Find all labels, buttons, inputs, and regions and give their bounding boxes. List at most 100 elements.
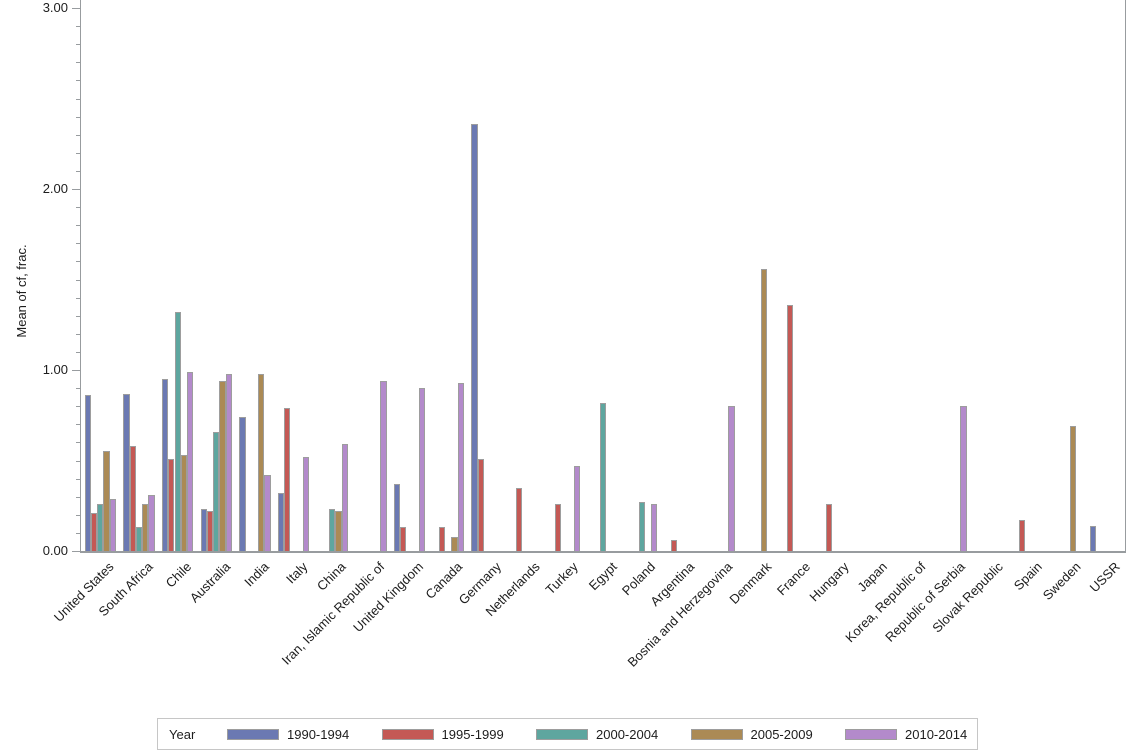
x-tick-label: United Kingdom (350, 559, 427, 636)
bar-2000-2004 (329, 509, 336, 551)
bar-2005-2009 (103, 451, 110, 551)
bar-2010-2014 (187, 371, 194, 551)
legend-item-label: 1990-1994 (287, 727, 350, 742)
y-minor-tick (76, 279, 80, 281)
bar-2005-2009 (1070, 426, 1077, 551)
bar-2010-2014 (341, 444, 349, 551)
bar-2005-2009 (258, 373, 265, 551)
legend-swatch-2010-2014 (845, 729, 897, 740)
bar-1995-1999 (477, 458, 484, 551)
bar-1995-1999 (670, 540, 678, 551)
bar-1995-1999 (516, 487, 523, 551)
x-tick-label: Egypt (585, 559, 620, 594)
bar-2010-2014 (225, 373, 233, 551)
bar-2010-2014 (109, 498, 117, 551)
bar-1995-1999 (825, 503, 832, 551)
bar-2010-2014 (264, 474, 271, 551)
bar-1990-1994 (123, 393, 130, 551)
y-minor-tick (76, 351, 80, 353)
y-axis-title: Mean of cf, frac. (14, 244, 29, 338)
plot-area (80, 0, 1126, 553)
y-tick-label: 1.00 (42, 362, 68, 377)
x-tick-label: Australia (186, 559, 233, 606)
bar-2010-2014 (148, 494, 155, 551)
bar-2010-2014 (651, 503, 658, 551)
y-tick-label: 2.00 (42, 181, 68, 196)
bar-1995-1999 (438, 527, 446, 551)
bar-1990-1994 (277, 493, 285, 551)
x-tick-label: Japan (854, 559, 891, 595)
y-minor-tick (76, 134, 80, 136)
x-tick-label: Slovak Republic (929, 559, 1007, 636)
legend-item-label: 2000-2004 (596, 727, 659, 742)
y-minor-tick (76, 26, 80, 28)
y-minor-tick (76, 460, 80, 462)
y-minor-tick (76, 225, 80, 227)
bar-2005-2009 (180, 455, 188, 551)
y-minor-tick (76, 442, 80, 444)
bar-1995-1999 (786, 304, 794, 551)
legend-title: Year (169, 727, 196, 742)
y-minor-tick (76, 243, 80, 245)
y-minor-tick (76, 424, 80, 426)
y-minor-tick (76, 261, 80, 263)
bar-2005-2009 (219, 380, 226, 551)
bar-2000-2004 (174, 312, 181, 551)
legend-item-label: 1995-1999 (441, 727, 504, 742)
bar-1990-1994 (393, 484, 401, 551)
bar-2005-2009 (451, 536, 458, 551)
bar-1995-1999 (400, 527, 407, 551)
x-tick-label: Denmark (726, 559, 775, 607)
y-minor-tick (76, 98, 80, 100)
y-minor-tick (76, 514, 80, 516)
bar-1995-1999 (129, 446, 136, 551)
bar-2010-2014 (457, 382, 465, 551)
y-minor-tick (76, 116, 80, 118)
bar-1995-1999 (1018, 520, 1026, 551)
bar-1995-1999 (168, 458, 175, 551)
bar-2005-2009 (142, 503, 149, 551)
legend-item-label: 2010-2014 (905, 727, 968, 742)
bar-2010-2014 (303, 456, 310, 551)
bar-1990-1994 (161, 379, 169, 551)
bar-1990-1994 (239, 417, 246, 551)
legend-swatch-2005-2009 (690, 729, 743, 740)
y-minor-tick (76, 532, 80, 534)
bar-1990-1994 (471, 123, 478, 551)
bar-1995-1999 (284, 408, 291, 551)
y-minor-tick (76, 478, 80, 480)
bar-2005-2009 (335, 511, 342, 551)
x-tick-label: India (241, 559, 272, 590)
legend-item-label: 2005-2009 (750, 727, 813, 742)
bar-2000-2004 (135, 527, 143, 551)
bar-2000-2004 (213, 431, 220, 551)
x-tick-label: Chile (162, 559, 195, 591)
bar-1995-1999 (554, 503, 562, 551)
x-tick-label: Spain (1010, 559, 1045, 594)
bar-2000-2004 (638, 502, 645, 551)
y-minor-tick (76, 207, 80, 209)
y-minor-tick (76, 406, 80, 408)
legend-swatch-2000-2004 (536, 729, 588, 740)
y-minor-tick (76, 44, 80, 46)
y-major-tick (72, 551, 80, 552)
legend: Year 1990-1994 1995-1999 2000-2004 2005-200… (157, 718, 978, 750)
x-tick-label: Sweden (1039, 559, 1084, 603)
y-minor-tick (76, 152, 80, 154)
bar-1995-1999 (206, 511, 214, 551)
x-tick-label: Italy (282, 559, 311, 587)
legend-swatch-1995-1999 (381, 729, 434, 740)
y-minor-tick (76, 297, 80, 299)
legend-swatch-1990-1994 (227, 729, 279, 740)
bar-2010-2014 (419, 388, 426, 551)
bar-1990-1994 (84, 395, 91, 551)
bar-2010-2014 (380, 380, 387, 551)
y-minor-tick (76, 388, 80, 390)
y-minor-tick (76, 62, 80, 64)
y-tick-label: 0.00 (42, 543, 68, 558)
bar-1990-1994 (200, 509, 207, 551)
bar-2000-2004 (97, 503, 104, 551)
y-tick-label: 3.00 (42, 0, 68, 15)
bar-1995-1999 (90, 513, 98, 551)
